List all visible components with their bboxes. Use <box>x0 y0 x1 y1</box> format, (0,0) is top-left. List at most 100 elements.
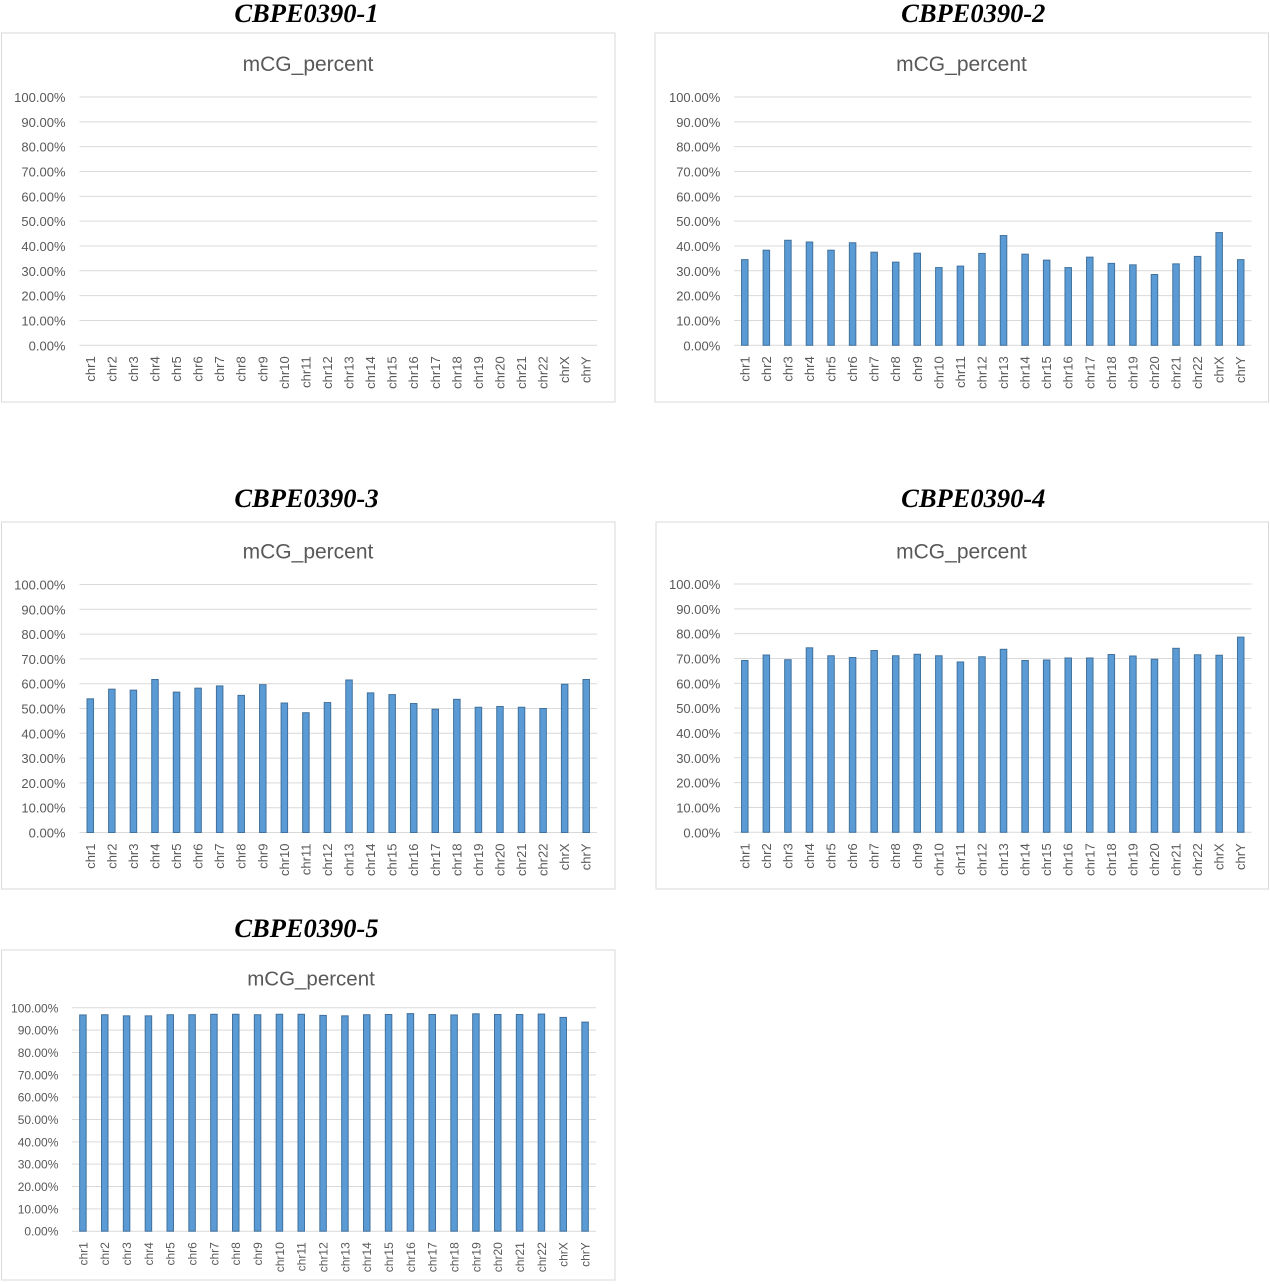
svg-text:chr22: chr22 <box>535 1242 549 1272</box>
svg-text:90.00%: 90.00% <box>21 115 66 130</box>
svg-text:60.00%: 60.00% <box>676 189 721 204</box>
svg-text:chr2: chr2 <box>759 356 774 381</box>
svg-text:0.00%: 0.00% <box>683 338 720 353</box>
svg-text:90.00%: 90.00% <box>21 602 66 617</box>
svg-text:CBPE0390-2: CBPE0390-2 <box>901 0 1045 28</box>
svg-text:chrX: chrX <box>1212 356 1227 383</box>
svg-text:chr15: chr15 <box>382 1242 396 1272</box>
svg-text:chrX: chrX <box>1212 843 1227 870</box>
svg-text:chrY: chrY <box>1233 356 1248 383</box>
svg-text:mCG_percent: mCG_percent <box>896 53 1027 76</box>
svg-text:chr20: chr20 <box>492 844 507 877</box>
svg-text:chr14: chr14 <box>360 1242 374 1272</box>
svg-text:chr17: chr17 <box>426 1242 440 1272</box>
svg-text:chr3: chr3 <box>126 356 141 381</box>
svg-text:chr15: chr15 <box>1039 843 1054 876</box>
svg-text:chr3: chr3 <box>120 1242 134 1266</box>
svg-text:50.00%: 50.00% <box>18 1113 59 1127</box>
svg-text:chr21: chr21 <box>1169 843 1184 876</box>
svg-text:70.00%: 70.00% <box>21 652 66 667</box>
svg-text:chr9: chr9 <box>255 356 270 381</box>
svg-text:0.00%: 0.00% <box>683 825 720 840</box>
svg-text:10.00%: 10.00% <box>676 313 721 328</box>
svg-text:chr19: chr19 <box>1125 843 1140 876</box>
svg-text:chr15: chr15 <box>1039 356 1054 389</box>
svg-text:chr10: chr10 <box>931 843 946 876</box>
svg-text:chr5: chr5 <box>164 1242 178 1266</box>
svg-text:80.00%: 80.00% <box>18 1046 59 1060</box>
svg-text:chr17: chr17 <box>1082 356 1097 389</box>
svg-text:60.00%: 60.00% <box>676 676 721 691</box>
svg-text:chr16: chr16 <box>1061 356 1076 389</box>
svg-text:chr13: chr13 <box>342 844 357 877</box>
svg-text:chr13: chr13 <box>338 1242 352 1272</box>
svg-text:chr4: chr4 <box>802 356 817 381</box>
svg-text:mCG_percent: mCG_percent <box>896 541 1027 564</box>
svg-text:chr7: chr7 <box>212 356 227 381</box>
svg-text:chr5: chr5 <box>824 843 839 868</box>
svg-text:60.00%: 60.00% <box>18 1091 59 1105</box>
svg-text:20.00%: 20.00% <box>18 1180 59 1194</box>
svg-text:0.00%: 0.00% <box>24 1225 58 1239</box>
svg-text:90.00%: 90.00% <box>676 115 721 130</box>
svg-text:chr14: chr14 <box>363 844 378 877</box>
svg-text:chr22: chr22 <box>1190 356 1205 389</box>
svg-text:30.00%: 30.00% <box>676 751 721 766</box>
svg-text:chr7: chr7 <box>212 844 227 869</box>
svg-text:chr10: chr10 <box>931 356 946 389</box>
svg-text:chr20: chr20 <box>1147 356 1162 389</box>
svg-text:chr14: chr14 <box>1018 356 1033 389</box>
svg-text:70.00%: 70.00% <box>21 164 66 179</box>
svg-text:chr20: chr20 <box>492 356 507 389</box>
svg-text:10.00%: 10.00% <box>21 801 66 816</box>
svg-text:chrY: chrY <box>579 843 594 870</box>
svg-text:chr1: chr1 <box>76 1242 90 1266</box>
svg-text:20.00%: 20.00% <box>21 289 66 304</box>
svg-text:chr1: chr1 <box>83 844 98 869</box>
svg-text:chr18: chr18 <box>448 1242 462 1272</box>
svg-text:chr18: chr18 <box>449 844 464 877</box>
svg-text:chr22: chr22 <box>1190 843 1205 876</box>
svg-text:chr15: chr15 <box>385 844 400 877</box>
svg-text:chr1: chr1 <box>737 843 752 868</box>
svg-text:mCG_percent: mCG_percent <box>243 541 374 564</box>
svg-text:20.00%: 20.00% <box>676 289 721 304</box>
svg-text:30.00%: 30.00% <box>18 1158 59 1172</box>
svg-text:chr12: chr12 <box>974 356 989 389</box>
svg-text:chr16: chr16 <box>1061 843 1076 876</box>
svg-text:30.00%: 30.00% <box>21 751 66 766</box>
svg-text:10.00%: 10.00% <box>18 1202 59 1216</box>
svg-text:chrY: chrY <box>579 356 594 383</box>
svg-text:chr21: chr21 <box>514 844 529 877</box>
svg-text:chr8: chr8 <box>234 356 249 381</box>
svg-text:80.00%: 80.00% <box>676 140 721 155</box>
svg-text:chr12: chr12 <box>317 1242 331 1272</box>
svg-text:mCG_percent: mCG_percent <box>247 967 375 990</box>
svg-text:chr10: chr10 <box>273 1242 287 1272</box>
svg-text:40.00%: 40.00% <box>676 239 721 254</box>
svg-text:chr7: chr7 <box>867 843 882 868</box>
svg-text:70.00%: 70.00% <box>676 164 721 179</box>
svg-text:chrX: chrX <box>557 843 572 870</box>
svg-text:chr4: chr4 <box>802 843 817 868</box>
svg-text:chr5: chr5 <box>824 356 839 381</box>
svg-text:chr21: chr21 <box>514 356 529 389</box>
svg-text:chr17: chr17 <box>428 356 443 389</box>
svg-text:100.00%: 100.00% <box>14 578 66 593</box>
svg-text:chr6: chr6 <box>191 356 206 381</box>
svg-text:80.00%: 80.00% <box>21 627 66 642</box>
svg-text:0.00%: 0.00% <box>29 338 66 353</box>
svg-text:chr13: chr13 <box>996 843 1011 876</box>
svg-text:chr7: chr7 <box>867 356 882 381</box>
svg-text:10.00%: 10.00% <box>21 313 66 328</box>
svg-text:chr16: chr16 <box>404 1242 418 1272</box>
svg-text:chr9: chr9 <box>910 843 925 868</box>
svg-text:30.00%: 30.00% <box>676 264 721 279</box>
svg-text:chr14: chr14 <box>1018 843 1033 876</box>
svg-text:chr11: chr11 <box>298 356 313 388</box>
svg-text:mCG_percent: mCG_percent <box>243 53 374 76</box>
svg-text:chr1: chr1 <box>83 356 98 381</box>
svg-text:chr22: chr22 <box>536 356 551 389</box>
svg-text:chrY: chrY <box>579 1242 593 1267</box>
svg-text:100.00%: 100.00% <box>669 90 721 105</box>
